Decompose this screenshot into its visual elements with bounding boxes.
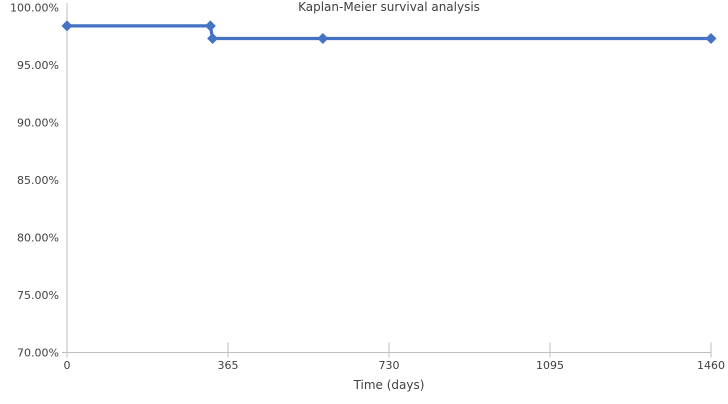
- data-point-marker: [207, 33, 219, 45]
- data-point-marker: [61, 20, 73, 32]
- data-point-marker: [705, 33, 717, 45]
- data-point-marker: [317, 33, 329, 45]
- x-axis-title: Time (days): [353, 378, 425, 392]
- x-tick-label: 1460: [697, 359, 725, 372]
- survival-curve: [67, 24, 711, 41]
- y-tick-label: 95.00%: [17, 59, 59, 72]
- chart-title: Kaplan-Meier survival analysis: [298, 0, 480, 14]
- y-tick-label: 75.00%: [17, 289, 59, 302]
- y-tick-label: 70.00%: [17, 347, 59, 360]
- y-tick-label: 85.00%: [17, 174, 59, 187]
- x-tick-label: 1095: [536, 359, 564, 372]
- y-tick-label: 80.00%: [17, 232, 59, 245]
- x-tick-label: 730: [379, 359, 400, 372]
- y-tick-label: 100.00%: [10, 2, 59, 15]
- x-tick-label: 0: [64, 359, 71, 372]
- data-point-marker: [204, 20, 216, 32]
- y-tick-label: 90.00%: [17, 117, 59, 130]
- x-tick-label: 365: [218, 359, 239, 372]
